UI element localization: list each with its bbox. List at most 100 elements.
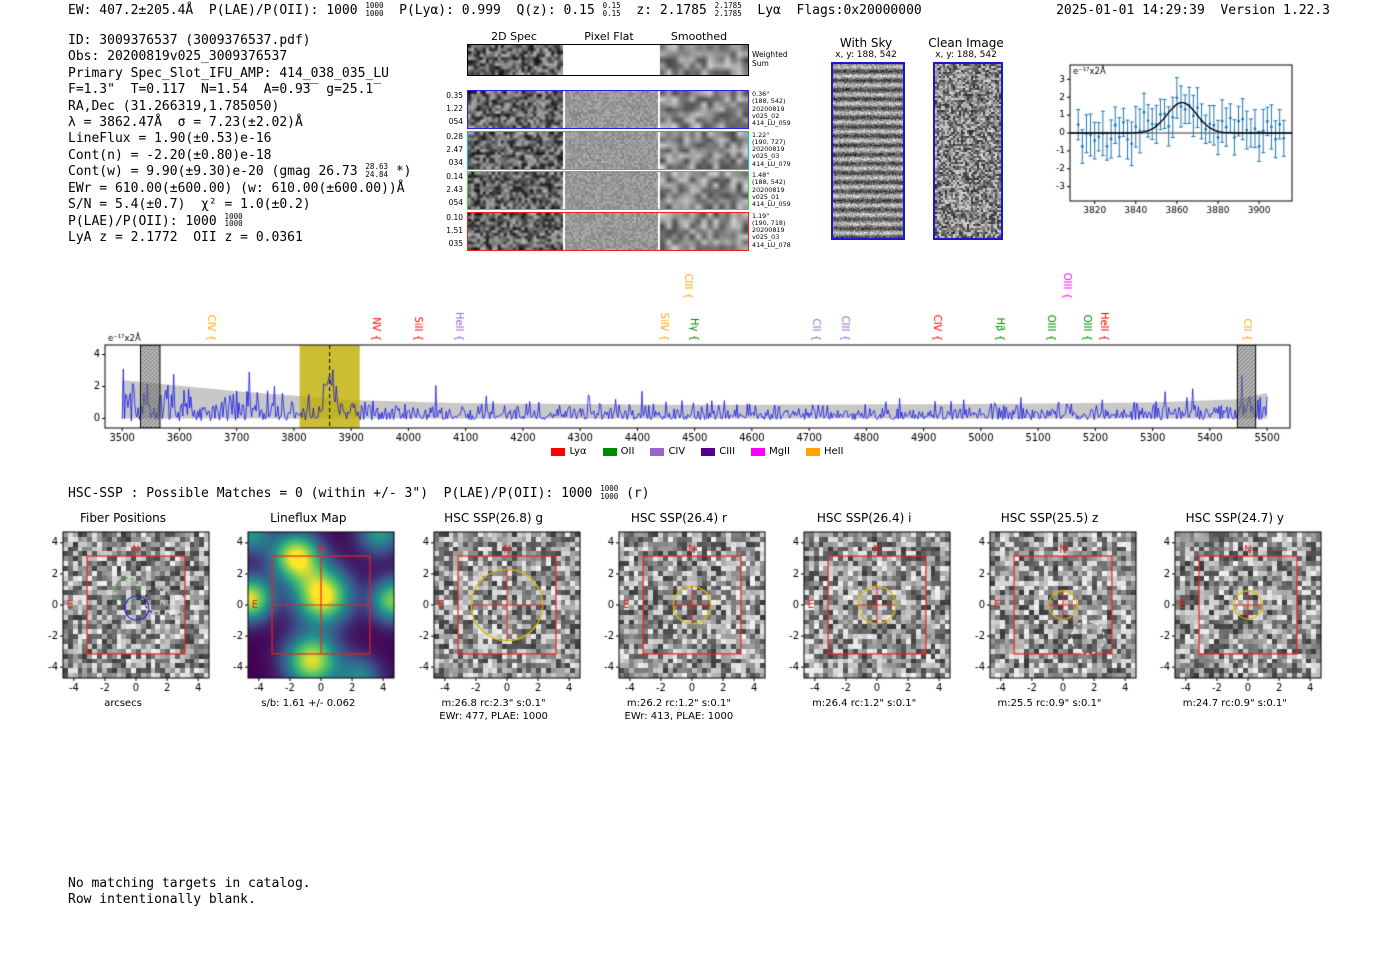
text-segment: EWr = 610.00(±600.00) (w: 610.00(±600.00… [68, 180, 405, 196]
info-line: P(LAE)/P(OII): 1000 1000 1000 [68, 211, 411, 231]
spec2d-row-left-label: 0.28 2.47 034 [446, 131, 463, 167]
cutout-caption-1: m:24.7 rc:0.9" s:0.1" [1182, 698, 1287, 709]
text-segment: (r) [618, 486, 650, 502]
with-sky-title: With Sky [839, 36, 893, 50]
spec2d-row-right-label: 0.36" (188, 542) 20200819 v025_02 414_LU… [752, 90, 791, 128]
text-segment: EW: 407.2±205.4Å P(LAE)/P(OII): 1000 [68, 3, 366, 19]
cutout-xlabel: arcsecs [104, 698, 142, 709]
spec2d-row-left-label: 0.35 1.22 054 [446, 91, 463, 126]
legend-label: CIII [719, 446, 736, 457]
cutout-image-hsc [398, 528, 589, 698]
cutout-image-hsc [583, 528, 774, 698]
text-segment: P(Lyα): 0.999 Q(z): 0.15 [383, 3, 603, 19]
info-line: S/N = 5.4(±0.7) χ² = 1.0(±0.2) [68, 197, 411, 213]
stacked-fraction: 2.1785 2.1785 [714, 1, 742, 18]
legend-item: CIII [701, 446, 735, 457]
text-segment: z: 2.1785 [620, 3, 715, 19]
legend-item: MgII [751, 446, 790, 457]
cutout-title: Fiber Positions [79, 511, 167, 525]
clean-image-subtitle: x, y: 188, 542 [935, 50, 997, 60]
spec2d-row-left-label: 0.10 1.51 035 [446, 212, 463, 248]
legend-item: HeII [805, 446, 844, 457]
spec2d-col-title: 2D Spec [491, 30, 537, 43]
text-segment: HSC-SSP : Possible Matches = 0 (within +… [68, 486, 601, 502]
text-segment: *) [388, 164, 412, 180]
cutout-image-lineflux [213, 528, 404, 698]
cutout-title: HSC SSP(24.7) y [1185, 511, 1284, 525]
hsc-matches-line: HSC-SSP : Possible Matches = 0 (within +… [68, 484, 650, 503]
text-segment: S/N = 5.4(±0.7) χ² = 1.0(±0.2) [68, 197, 311, 213]
stacked-fraction: 1000 1000 [600, 484, 619, 501]
legend-item: Lyα [551, 446, 587, 457]
cutout-caption-1: m:25.5 rc:0.9" s:0.1" [997, 698, 1102, 709]
text-segment: LineFlux = 1.90(±0.53)e-16 [68, 131, 272, 147]
clean-image [933, 62, 1003, 240]
spec2d-col-title: Smoothed [670, 30, 728, 43]
header-summary: EW: 407.2±205.4Å P(LAE)/P(OII): 1000 100… [68, 1, 922, 20]
info-line: ID: 3009376537 (3009376537.pdf) [68, 33, 411, 49]
legend-label: MgII [769, 446, 790, 457]
info-line: LineFlux = 1.90(±0.53)e-16 [68, 131, 411, 147]
legend-swatch [701, 447, 716, 456]
info-line: EWr = 610.00(±600.00) (w: 610.00(±600.00… [68, 181, 411, 197]
text-segment: Lyα Flags:0x20000000 [741, 3, 922, 19]
header-datetime-version: 2025-01-01 14:29:39 Version 1.22.3 [1056, 3, 1330, 18]
spec2d-row-image [467, 90, 749, 129]
cutout-title: HSC SSP(25.5) z [1000, 511, 1099, 525]
info-line: Primary Spec_Slot_IFU_AMP: 414_038_035_L… [68, 66, 411, 82]
legend-swatch [650, 447, 665, 456]
spec2d-row-image [467, 44, 749, 76]
legend-swatch [602, 447, 617, 456]
cutout-title: HSC SSP(26.4) i [816, 511, 912, 525]
with-sky-image [831, 62, 905, 240]
spec2d-row-image [467, 171, 749, 210]
spec2d-row-image [467, 130, 749, 170]
text-segment: λ = 3862.47Å σ = 7.23(±2.02)Å [68, 115, 303, 131]
text-segment: P(LAE)/P(OII): 1000 [68, 213, 225, 229]
footer-note: No matching targets in catalog. Row inten… [68, 876, 311, 909]
legend-swatch [551, 447, 566, 456]
info-line: RA,Dec (31.266319,1.785050) [68, 99, 411, 115]
cutout-caption-1: m:26.2 rc:1.2" s:0.1" [626, 698, 731, 709]
text-segment: ID: 3009376537 (3009376537.pdf) [68, 33, 311, 48]
legend-label: Lyα [569, 446, 587, 457]
spec2d-row-right-label: 1.19" (190, 718) 20200819 v025_03 414_LU… [752, 211, 791, 249]
legend-swatch [805, 447, 820, 456]
legend-label: OII [620, 446, 635, 457]
spec2d-row-left-label: 0.14 2.43 054 [446, 172, 463, 207]
stacked-fraction: 1000 1000 [224, 211, 243, 229]
cutout-image-hsc [1139, 528, 1330, 698]
line-fit-plot [1040, 55, 1300, 225]
spec2d-row-right-label: 1.48" (188, 542) 20200819 v025_01 414_LU… [752, 171, 791, 209]
cutout-caption-2: EWr: 477, PLAE: 1000 [439, 711, 548, 722]
detection-info-block: ID: 3009376537 (3009376537.pdf) Obs: 2020… [68, 33, 411, 246]
stacked-fraction: 0.15 0.15 [602, 1, 621, 18]
info-line: Cont(n) = -2.20(±0.80)e-18 [68, 148, 411, 164]
info-line: Obs: 20200819v025_3009376537 [68, 49, 411, 65]
spec2d-row-right-label: 1.22" (190, 727) 20200819 v025_03 414_LU… [752, 130, 791, 168]
footer-line: No matching targets in catalog. [68, 876, 311, 891]
stacked-fraction: 1000 1000 [365, 1, 384, 18]
spec2d-col-title: Pixel Flat [584, 30, 634, 43]
text-segment: Primary Spec_Slot_IFU_AMP: 414_038_035_L… [68, 65, 389, 81]
text-segment: Obs: 20200819v025_3009376537 [68, 49, 288, 65]
legend-swatch [751, 447, 766, 456]
cutout-image-hsc [954, 528, 1145, 698]
legend-item: OII [602, 446, 635, 457]
spectrum-legend: Lyα OII CIV CIII MgII HeII [105, 446, 1290, 457]
info-line: Cont(w) = 9.90(±9.30)e-20 (gmag 26.73 28… [68, 163, 412, 181]
with-sky-subtitle: x, y: 188, 542 [835, 50, 897, 60]
cutout-caption-1: m:26.4 rc:1.2" s:0.1" [812, 698, 917, 709]
text-segment: Cont(n) = -2.20(±0.80)e-18 [68, 147, 272, 163]
cutout-caption-1: m:26.8 rc:2.3" s:0.1" [441, 698, 546, 709]
clean-image-title: Clean Image [928, 36, 1004, 50]
spec2d-row-image [467, 211, 749, 251]
text-segment: F=1.3" T=0.117 N=1.54 A=0.9̅3̅ g=25.1̅ [68, 82, 374, 98]
info-line: λ = 3862.47Å σ = 7.23(±2.02)Å [68, 115, 411, 131]
info-line: F=1.3" T=0.117 N=1.54 A=0.9̅3̅ g=25.1̅ [68, 82, 411, 98]
legend-label: HeII [823, 446, 844, 457]
cutout-caption-2: EWr: 413, PLAE: 1000 [624, 711, 734, 722]
legend-item: CIV [650, 446, 685, 457]
footer-line: Row intentionally blank. [68, 892, 256, 908]
